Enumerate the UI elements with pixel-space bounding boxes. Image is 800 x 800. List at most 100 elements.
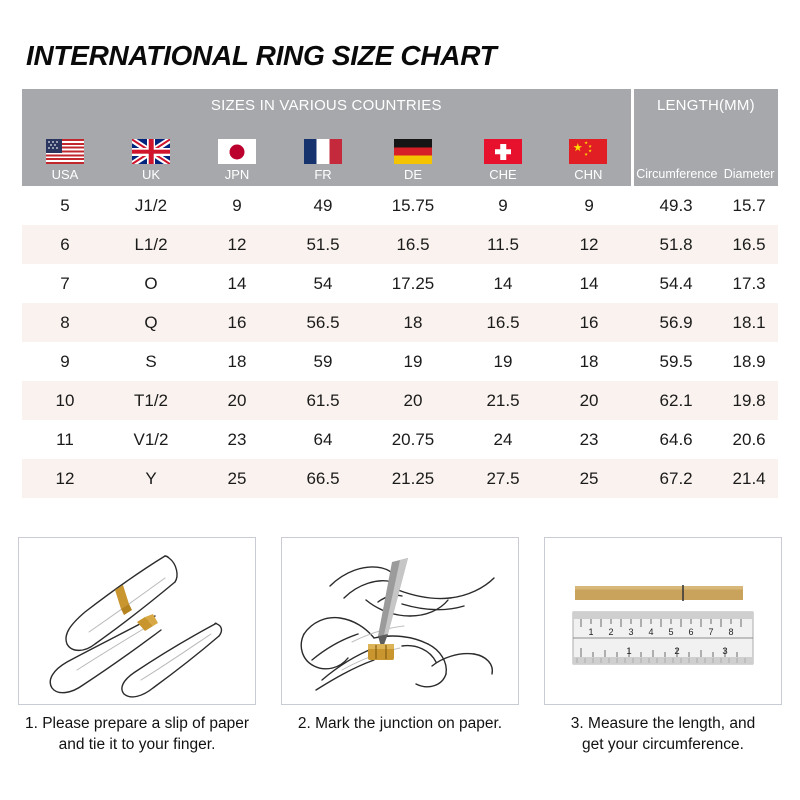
cell-usa: 9 — [22, 342, 108, 381]
cell-de: 20.75 — [366, 420, 460, 459]
cell-usa: 12 — [22, 459, 108, 498]
svg-text:7: 7 — [708, 627, 713, 637]
cell-jpn: 23 — [194, 420, 280, 459]
cell-chn: 20 — [546, 381, 633, 420]
cell-usa: 8 — [22, 303, 108, 342]
cell-diameter: 20.6 — [720, 420, 779, 459]
step-1-caption: 1. Please prepare a slip of paper and ti… — [18, 714, 256, 756]
table-row: 5 J1/2 9 49 15.75 9 9 49.3 15.7 — [22, 186, 779, 225]
cell-uk: S — [108, 342, 194, 381]
cell-usa: 6 — [22, 225, 108, 264]
table-row: 7 O 14 54 17.25 14 14 54.4 17.3 — [22, 264, 779, 303]
svg-text:3: 3 — [628, 627, 633, 637]
cell-usa: 5 — [22, 186, 108, 225]
cell-fr: 54 — [280, 264, 366, 303]
step-3-caption: 3. Measure the length, and get your circ… — [544, 714, 782, 756]
cell-fr: 59 — [280, 342, 366, 381]
cell-che: 27.5 — [460, 459, 546, 498]
paper-strip-marker — [368, 644, 394, 660]
cell-de: 15.75 — [366, 186, 460, 225]
table-row: 10 T1/2 20 61.5 20 21.5 20 62.1 19.8 — [22, 381, 779, 420]
hand-marking-paper-with-pen-illustration — [300, 558, 495, 691]
svg-text:6: 6 — [688, 627, 693, 637]
cell-fr: 64 — [280, 420, 366, 459]
cell-chn: 18 — [546, 342, 633, 381]
cell-diameter: 18.1 — [720, 303, 779, 342]
cell-usa: 10 — [22, 381, 108, 420]
step-2-image — [281, 537, 519, 705]
cell-uk: L1/2 — [108, 225, 194, 264]
column-header-che: CHE — [460, 121, 546, 186]
column-header-circumference: Circumference — [632, 121, 721, 186]
svg-text:1: 1 — [588, 627, 593, 637]
group-header-sizes: SIZES IN VARIOUS COUNTRIES — [22, 89, 634, 121]
flag-usa-icon — [46, 139, 84, 164]
cell-jpn: 16 — [194, 303, 280, 342]
ring-size-table-container: SIZES IN VARIOUS COUNTRIES LENGTH(MM) US… — [22, 89, 779, 498]
table-body: 5 J1/2 9 49 15.75 9 9 49.3 15.7 6 L1/2 1… — [22, 186, 779, 498]
cell-chn: 25 — [546, 459, 633, 498]
flag-germany-icon — [394, 139, 432, 164]
ruler: 1 2 3 4 5 6 7 8 — [572, 611, 754, 665]
svg-text:5: 5 — [668, 627, 673, 637]
cell-fr: 49 — [280, 186, 366, 225]
column-header-fr: FR — [280, 121, 366, 186]
step-3-image: 1 2 3 4 5 6 7 8 — [544, 537, 782, 705]
column-label-fr: FR — [314, 167, 332, 182]
flag-switzerland-icon — [484, 139, 522, 164]
instruction-panels: 1. Please prepare a slip of paper and ti… — [18, 537, 782, 756]
ring-size-table: SIZES IN VARIOUS COUNTRIES LENGTH(MM) US… — [22, 89, 779, 498]
cell-diameter: 15.7 — [720, 186, 779, 225]
cell-de: 18 — [366, 303, 460, 342]
step-3: 1 2 3 4 5 6 7 8 — [544, 537, 782, 756]
column-header-de: DE — [366, 121, 460, 186]
table-row: 12 Y 25 66.5 21.25 27.5 25 67.2 21.4 — [22, 459, 779, 498]
step-3-caption-line1: 3. Measure the length, and — [570, 715, 756, 732]
table-row: 11 V1/2 23 64 20.75 24 23 64.6 20.6 — [22, 420, 779, 459]
pen-icon — [378, 558, 408, 650]
group-header-row: SIZES IN VARIOUS COUNTRIES LENGTH(MM) — [22, 89, 779, 121]
cell-de: 17.25 — [366, 264, 460, 303]
column-header-uk: UK — [108, 121, 194, 186]
cell-fr: 66.5 — [280, 459, 366, 498]
cell-diameter: 17.3 — [720, 264, 779, 303]
column-header-jpn: JPN — [194, 121, 280, 186]
cell-chn: 16 — [546, 303, 633, 342]
column-header-chn: CHN — [546, 121, 634, 186]
step-1-caption-line2: and tie it to your finger. — [58, 735, 216, 753]
column-label-chn: CHN — [574, 167, 603, 182]
column-label-jpn: JPN — [224, 167, 250, 182]
cell-che: 9 — [460, 186, 546, 225]
cell-fr: 61.5 — [280, 381, 366, 420]
table-row: 8 Q 16 56.5 18 16.5 16 56.9 18.1 — [22, 303, 779, 342]
hand-with-paper-strip-illustration — [49, 555, 223, 698]
cell-circumference: 56.9 — [632, 303, 721, 342]
cell-fr: 56.5 — [280, 303, 366, 342]
paper-strip-and-ruler-illustration: 1 2 3 4 5 6 7 8 — [572, 585, 754, 665]
cell-jpn: 20 — [194, 381, 280, 420]
cell-che: 11.5 — [460, 225, 546, 264]
cell-che: 19 — [460, 342, 546, 381]
step-2: 2. Mark the junction on paper. — [281, 537, 519, 756]
step-3-caption-line2: get your circumference. — [582, 735, 744, 753]
step-1-image — [18, 537, 256, 705]
cell-circumference: 67.2 — [632, 459, 721, 498]
step-1: 1. Please prepare a slip of paper and ti… — [18, 537, 256, 756]
cell-che: 14 — [460, 264, 546, 303]
column-label-che: CHE — [489, 167, 517, 182]
flag-japan-icon — [218, 139, 256, 164]
column-label-de: DE — [403, 167, 423, 182]
svg-text:2: 2 — [674, 646, 679, 657]
cell-de: 21.25 — [366, 459, 460, 498]
cell-diameter: 16.5 — [720, 225, 779, 264]
cell-usa: 11 — [22, 420, 108, 459]
flag-france-icon — [304, 139, 342, 164]
cell-de: 16.5 — [366, 225, 460, 264]
svg-text:2: 2 — [608, 627, 613, 637]
cell-uk: O — [108, 264, 194, 303]
cell-circumference: 59.5 — [632, 342, 721, 381]
cell-fr: 51.5 — [280, 225, 366, 264]
cell-chn: 12 — [546, 225, 633, 264]
cell-circumference: 62.1 — [632, 381, 721, 420]
column-label-usa: USA — [51, 167, 79, 182]
